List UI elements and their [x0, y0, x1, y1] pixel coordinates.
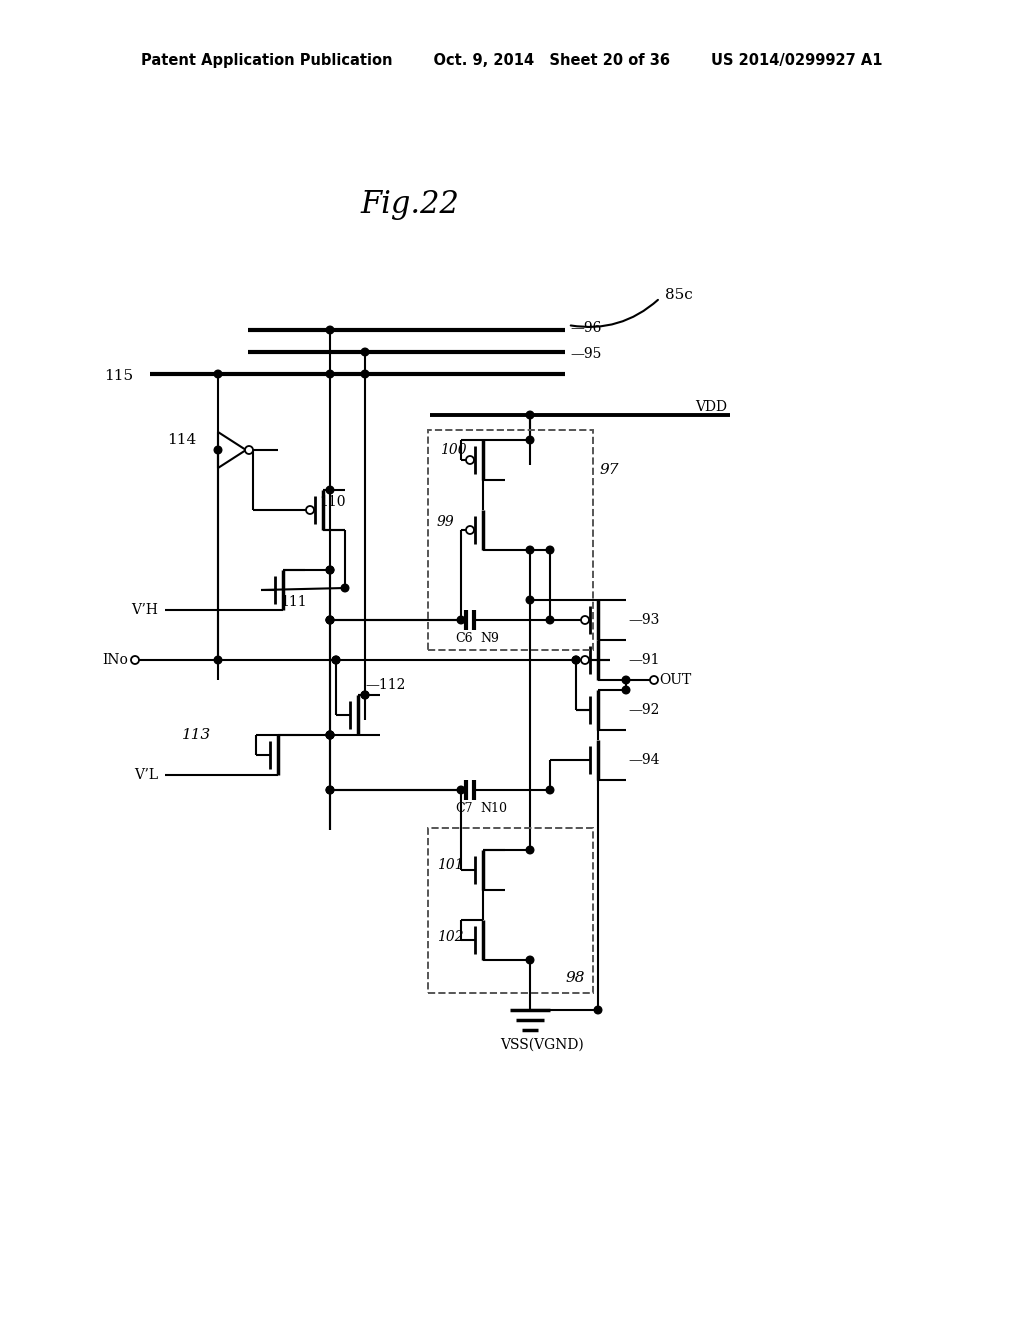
Text: 98: 98 — [565, 972, 585, 985]
Circle shape — [361, 692, 369, 698]
Circle shape — [327, 731, 334, 739]
Circle shape — [526, 597, 534, 603]
Circle shape — [332, 656, 340, 664]
Bar — [428, 828, 593, 993]
Circle shape — [466, 525, 474, 535]
Circle shape — [327, 370, 334, 378]
Circle shape — [526, 436, 534, 444]
Text: 111: 111 — [280, 595, 306, 609]
Text: Patent Application Publication        Oct. 9, 2014   Sheet 20 of 36        US 20: Patent Application Publication Oct. 9, 2… — [141, 53, 883, 67]
Text: —96: —96 — [570, 321, 601, 335]
Text: C6: C6 — [455, 631, 473, 644]
Circle shape — [306, 506, 314, 513]
Circle shape — [526, 546, 534, 554]
Circle shape — [594, 1006, 602, 1014]
Circle shape — [327, 787, 334, 793]
Circle shape — [526, 846, 534, 854]
Circle shape — [327, 731, 334, 739]
Text: VSS(VGND): VSS(VGND) — [500, 1038, 584, 1052]
Bar — [428, 430, 593, 649]
Circle shape — [546, 616, 554, 624]
Circle shape — [332, 656, 340, 664]
Circle shape — [546, 787, 554, 793]
Circle shape — [361, 370, 369, 378]
Text: 115: 115 — [103, 370, 133, 383]
Circle shape — [327, 616, 334, 624]
Circle shape — [546, 546, 554, 554]
Text: V’H: V’H — [131, 603, 158, 616]
Circle shape — [327, 566, 334, 574]
Text: VDD: VDD — [695, 400, 727, 414]
Circle shape — [572, 656, 580, 664]
Circle shape — [245, 446, 253, 454]
Text: Fig.22: Fig.22 — [360, 190, 460, 220]
Circle shape — [214, 446, 222, 454]
Circle shape — [214, 656, 222, 664]
Text: 101: 101 — [437, 858, 464, 873]
Circle shape — [457, 787, 465, 793]
Circle shape — [131, 656, 139, 664]
Circle shape — [327, 326, 334, 334]
Text: OUT: OUT — [659, 673, 691, 686]
Text: 113: 113 — [182, 729, 211, 742]
Circle shape — [361, 692, 369, 698]
Text: 100: 100 — [440, 444, 467, 457]
Text: C7: C7 — [455, 801, 472, 814]
Circle shape — [581, 656, 589, 664]
Text: N10: N10 — [480, 801, 507, 814]
Circle shape — [327, 731, 334, 739]
Text: 110: 110 — [319, 495, 345, 510]
Text: —112: —112 — [365, 678, 406, 692]
Text: 99: 99 — [437, 515, 455, 529]
Circle shape — [327, 731, 334, 739]
Circle shape — [327, 486, 334, 494]
Circle shape — [526, 412, 534, 418]
Circle shape — [361, 348, 369, 356]
Text: V’L: V’L — [134, 768, 158, 781]
Text: 85c: 85c — [665, 288, 693, 302]
Text: —94: —94 — [628, 752, 659, 767]
Circle shape — [466, 455, 474, 465]
Circle shape — [327, 787, 334, 793]
Circle shape — [572, 656, 580, 664]
Circle shape — [327, 616, 334, 624]
Circle shape — [526, 956, 534, 964]
Text: —93: —93 — [628, 612, 659, 627]
Circle shape — [341, 585, 349, 591]
Circle shape — [327, 566, 334, 574]
Circle shape — [214, 370, 222, 378]
Circle shape — [623, 676, 630, 684]
Text: INo: INo — [102, 653, 128, 667]
Circle shape — [623, 686, 630, 694]
Circle shape — [327, 616, 334, 624]
Circle shape — [457, 616, 465, 624]
Text: 97: 97 — [600, 463, 620, 477]
Circle shape — [581, 616, 589, 624]
Circle shape — [650, 676, 658, 684]
Text: 102: 102 — [437, 931, 464, 944]
Text: 114: 114 — [167, 433, 196, 447]
Text: —91: —91 — [628, 653, 659, 667]
Text: N9: N9 — [480, 631, 499, 644]
Text: —92: —92 — [628, 704, 659, 717]
Text: —95: —95 — [570, 347, 601, 360]
